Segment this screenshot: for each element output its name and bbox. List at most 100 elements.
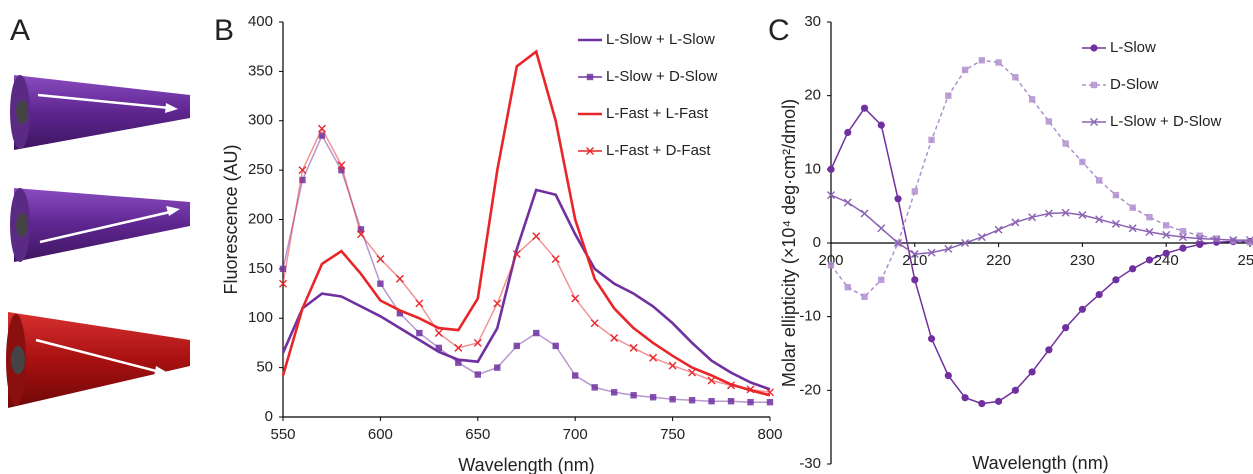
marker — [1178, 233, 1187, 242]
marker — [1179, 228, 1187, 235]
y-tick-label: 30 — [804, 13, 821, 30]
marker — [708, 398, 715, 405]
marker — [494, 364, 501, 371]
x-tick-label: 200 — [818, 252, 843, 269]
marker — [474, 371, 481, 378]
legend-label: L-Slow + D-Slow — [606, 68, 717, 85]
y-tick-label: 350 — [248, 62, 273, 79]
x-axis-title: Wavelength (nm) — [458, 455, 594, 474]
marker — [844, 128, 852, 137]
marker — [1062, 324, 1070, 332]
marker — [1179, 244, 1187, 252]
marker — [878, 276, 885, 284]
marker — [1090, 81, 1098, 89]
marker — [1162, 230, 1171, 239]
marker — [434, 329, 443, 338]
marker — [1246, 239, 1253, 246]
marker — [1229, 236, 1238, 245]
marker — [961, 394, 969, 402]
marker — [1044, 209, 1053, 218]
marker — [337, 161, 346, 170]
marker — [532, 232, 541, 241]
marker — [827, 165, 835, 173]
marker — [927, 335, 936, 343]
y-tick-label: -10 — [799, 308, 821, 325]
marker — [1062, 140, 1069, 147]
panel-label: C — [768, 14, 790, 47]
x-tick-label: 550 — [270, 426, 295, 443]
marker — [766, 388, 774, 397]
panel-label: B — [214, 14, 234, 47]
marker — [911, 276, 919, 284]
marker — [629, 343, 638, 352]
marker — [827, 261, 835, 269]
marker — [610, 334, 619, 342]
marker — [586, 73, 594, 81]
y-tick-label: 150 — [248, 260, 273, 277]
marker — [944, 372, 952, 380]
marker — [707, 376, 716, 385]
y-tick-label: 50 — [256, 359, 273, 376]
marker — [844, 284, 851, 291]
marker — [727, 381, 736, 390]
marker — [747, 398, 754, 406]
x-axis-title: Wavelength (nm) — [972, 453, 1108, 473]
series-line — [281, 188, 771, 391]
rod-illustration — [6, 75, 190, 408]
marker — [1112, 191, 1120, 199]
marker — [396, 310, 404, 317]
marker — [1129, 204, 1136, 211]
marker — [727, 398, 735, 405]
marker — [356, 230, 365, 239]
marker — [1128, 224, 1137, 233]
y-axis-title: Molar ellipticity (×10⁴ deg·cm²/dmol) — [779, 99, 799, 387]
x-tick-label: 650 — [465, 426, 490, 443]
marker — [415, 299, 424, 308]
marker — [977, 233, 986, 242]
marker — [688, 397, 696, 404]
marker — [1195, 234, 1204, 243]
marker — [416, 329, 423, 337]
marker — [994, 225, 1003, 234]
marker — [455, 359, 462, 366]
y-tick-label: -20 — [799, 381, 821, 398]
marker — [1011, 386, 1019, 394]
legend-label: D-Slow — [1110, 76, 1159, 93]
marker — [299, 176, 306, 184]
marker — [860, 104, 869, 112]
marker — [945, 92, 952, 99]
marker — [318, 132, 326, 139]
marker — [1246, 236, 1253, 245]
series-line — [281, 49, 771, 397]
marker — [435, 344, 443, 352]
marker — [572, 372, 579, 379]
marker — [894, 195, 902, 203]
marker — [1196, 240, 1204, 249]
marker — [978, 57, 986, 64]
marker — [1111, 219, 1120, 228]
marker — [861, 293, 868, 300]
marker — [376, 255, 385, 263]
marker — [668, 361, 677, 370]
marker — [995, 397, 1003, 405]
x-tick-label: 600 — [368, 426, 393, 443]
series-line — [830, 194, 1250, 255]
marker — [473, 338, 482, 347]
y-tick-label: 10 — [804, 160, 821, 177]
marker — [298, 166, 307, 175]
marker — [766, 398, 774, 406]
marker — [827, 191, 835, 200]
marker — [1145, 227, 1154, 236]
marker — [649, 353, 658, 362]
marker — [513, 342, 520, 350]
marker — [1095, 177, 1103, 184]
marker — [1145, 256, 1154, 264]
x-tick-label: 250 — [1237, 252, 1253, 269]
marker — [911, 188, 918, 195]
marker — [1129, 265, 1137, 273]
x-tick-label: 750 — [660, 426, 685, 443]
series-line — [282, 127, 771, 394]
marker — [1028, 96, 1036, 103]
marker — [1028, 213, 1037, 222]
